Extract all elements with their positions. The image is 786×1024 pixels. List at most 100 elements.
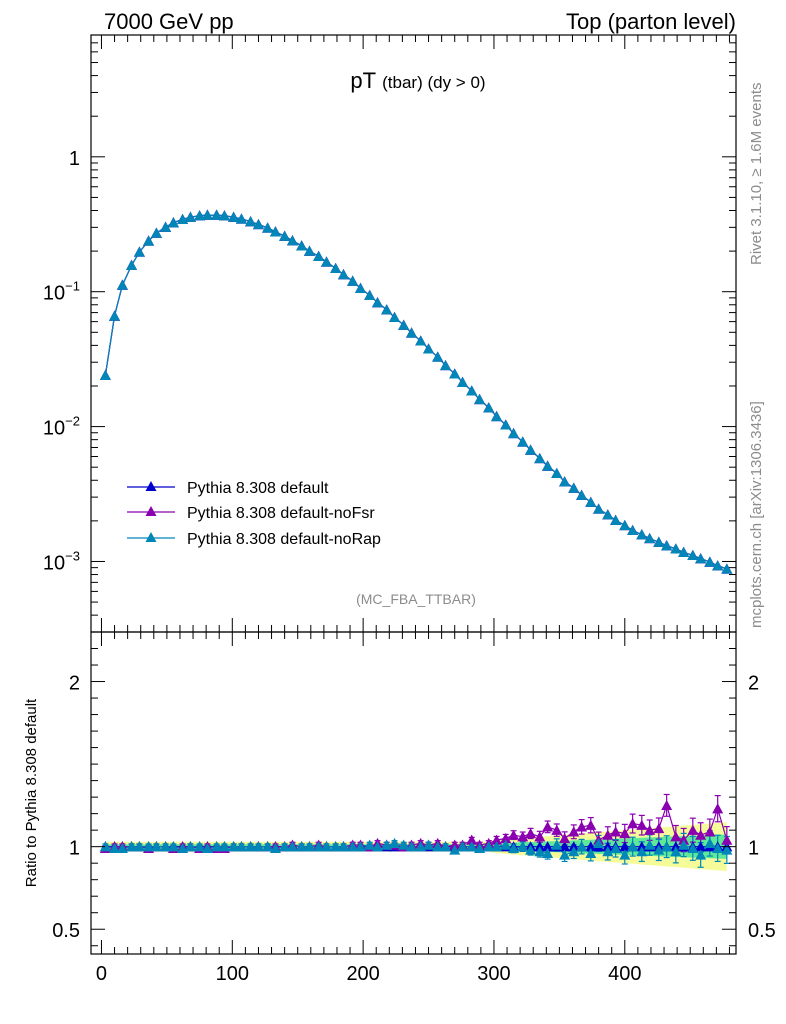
ratio-marker-norap [160, 841, 172, 852]
main-marker-norap [432, 351, 444, 362]
ratio-marker-nofsr [670, 831, 682, 842]
ratio-marker-norap [228, 841, 240, 852]
ratio-marker-norap [389, 837, 401, 849]
ratio-marker-nofsr [534, 831, 546, 842]
main-marker-norap [389, 311, 401, 323]
main-y-tick-base: 10 [43, 283, 65, 305]
main-marker-norap [252, 218, 264, 230]
main-marker-norap [330, 262, 342, 274]
ratio-marker-norap [364, 839, 376, 850]
ratio-marker-norap [330, 841, 342, 852]
main-panel: 110−110−210−3 [43, 34, 737, 633]
ratio-marker-norap [262, 841, 274, 852]
ratio-marker-norap [126, 841, 138, 852]
ratio-marker-nofsr [551, 824, 563, 835]
ratio-marker-norap [559, 849, 571, 860]
ratio-marker-norap [133, 841, 145, 852]
main-marker-norap [398, 319, 410, 330]
ratio-marker-norap [500, 839, 512, 850]
ratio-marker-norap [150, 841, 162, 852]
ratio-marker-norap [252, 841, 264, 852]
legend-entry-nofsr: Pythia 8.308 default-noFsr [127, 505, 375, 522]
ratio-marker-nofsr [542, 821, 554, 832]
ratio-marker-norap [279, 841, 291, 852]
legend-entry-norap: Pythia 8.308 default-noRap [127, 531, 381, 548]
ratio-marker-norap [687, 842, 699, 853]
main-marker-norap [568, 482, 580, 493]
main-axis-ticks: 110−110−210−3 [43, 34, 736, 633]
ratio-marker-norap [627, 841, 639, 852]
main-marker-norap [167, 217, 179, 228]
ratio-marker-norap [661, 841, 673, 852]
main-marker-norap [500, 419, 512, 430]
main-marker-norap [695, 553, 707, 564]
ratio-frame [90, 631, 737, 955]
main-marker-norap [406, 327, 418, 338]
ratio-marker-norap [194, 841, 206, 852]
main-marker-norap [269, 226, 281, 237]
main-marker-norap [347, 275, 359, 286]
main-marker-norap [457, 376, 469, 387]
ratio-y-tick-label-right: 0.5 [748, 920, 776, 942]
ratio-marker-norap [432, 841, 444, 852]
ratio-marker-norap [286, 841, 298, 852]
ratio-marker-norap [184, 841, 196, 852]
mcplots-label: mcplots.cern.ch [arXiv:1306.3436] [748, 401, 765, 628]
main-marker-norap [415, 335, 427, 346]
main-marker-norap [126, 259, 138, 270]
ratio-marker-norap [398, 839, 410, 850]
ratio-marker-norap [177, 842, 189, 853]
ratio-marker-norap [449, 844, 461, 855]
main-marker-norap [372, 297, 384, 308]
main-marker-norap [296, 240, 308, 251]
ratio-marker-norap [296, 841, 308, 852]
main-marker-norap [602, 509, 614, 520]
ratio-panel: 0.5 0.5 1 1 2 2 0 100 200 300 400 [52, 631, 776, 985]
legend-label-default: Pythia 8.308 default [187, 480, 329, 497]
ratio-marker-nofsr [500, 832, 512, 844]
main-marker-norap [116, 279, 128, 290]
ratio-marker-nofsr [576, 821, 588, 832]
ratio-marker-norap [406, 841, 418, 852]
ratio-marker-norap [269, 842, 281, 853]
ratio-marker-norap [143, 841, 155, 852]
main-marker-norap [491, 410, 503, 422]
ratio-marker-norap [218, 841, 230, 852]
main-marker-norap [245, 216, 257, 227]
ratio-marker-norap [235, 841, 247, 852]
main-marker-norap [661, 540, 673, 551]
main-marker-norap [184, 211, 196, 222]
main-marker-norap [364, 289, 376, 300]
main-marker-norap [721, 563, 733, 574]
main-marker-norap [150, 227, 162, 238]
main-marker-norap [381, 304, 393, 315]
ratio-marker-nofsr [610, 826, 622, 837]
ratio-marker-norap [542, 847, 554, 858]
main-marker-norap [678, 546, 690, 557]
main-marker-norap [228, 211, 240, 222]
main-marker-norap [585, 496, 597, 507]
ratio-marker-norap [381, 839, 393, 850]
main-marker-norap [704, 556, 716, 567]
main-marker-norap [525, 444, 537, 455]
ratio-marker-norap [508, 842, 520, 853]
x-tick-label: 300 [477, 963, 510, 985]
ratio-y-tick-label-left: 0.5 [52, 920, 80, 942]
main-marker-norap [109, 310, 121, 321]
ratio-marker-norap [201, 842, 213, 853]
rivet-label: Rivet 3.1.10, ≥ 1.6M events [748, 83, 765, 266]
main-marker-norap [194, 210, 206, 221]
main-y-tick-label: 10−2 [43, 414, 80, 440]
main-marker-norap [449, 368, 461, 379]
ratio-marker-nofsr [559, 832, 571, 844]
main-marker-norap [593, 503, 605, 514]
main-marker-norap [286, 235, 298, 246]
ratio-marker-norap [602, 846, 614, 857]
ratio-marker-nofsr [619, 827, 631, 839]
ratio-marker-norap [712, 842, 724, 853]
ratio-marker-nofsr [644, 824, 656, 835]
x-tick-label: 0 [96, 963, 107, 985]
ratio-marker-norap [338, 841, 350, 852]
ratio-marker-nofsr [721, 834, 733, 845]
main-marker-norap [355, 282, 367, 293]
